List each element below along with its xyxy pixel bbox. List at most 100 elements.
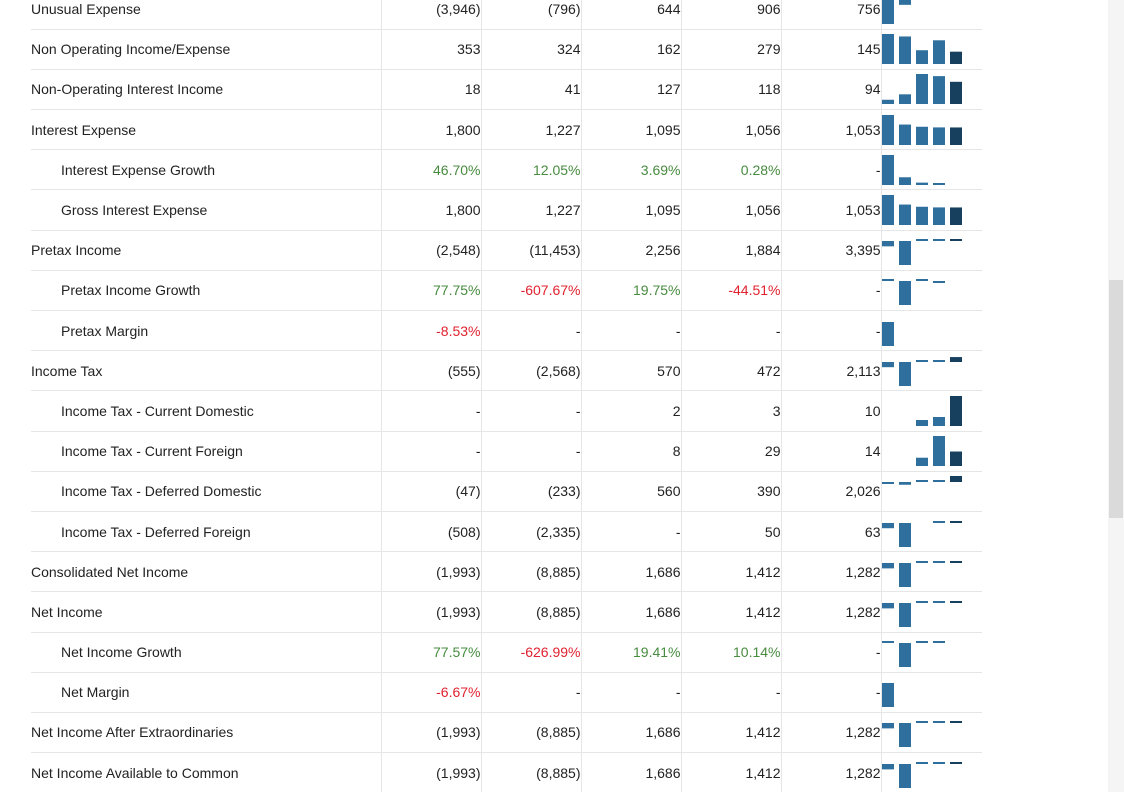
sparkline-bar [882, 602, 894, 609]
sparkline-bar [915, 74, 928, 105]
row-label: Gross Interest Expense [31, 189, 381, 231]
value-cell: (508) [380, 511, 481, 553]
value-cell: 1,053 [780, 109, 881, 151]
sparkline-bar [949, 239, 962, 242]
table-row: Income Tax - Current Domestic - -2 3 10 [31, 390, 982, 432]
sparkline-bar [898, 602, 911, 627]
trend-sparkline-cell [880, 712, 982, 754]
value-cell: 1,056 [680, 109, 781, 151]
vertical-scrollbar[interactable] [1108, 0, 1124, 792]
trend-sparkline-cell [880, 390, 982, 432]
table-row: Net Income After Extraordinaries (1,993)(… [31, 712, 982, 754]
value-cell: -6.67% [380, 672, 481, 713]
sparkline-bar [882, 195, 894, 226]
value-cell: (11,453) [480, 230, 581, 271]
trend-sparkline-cell [880, 69, 982, 111]
value-cell: -8.53% [380, 310, 481, 352]
value-cell: (47) [380, 471, 481, 512]
row-label: Net Income [31, 591, 381, 633]
value-cell: 1,884 [680, 230, 781, 271]
trend-sparkline-cell [880, 551, 982, 593]
sparkline-bar [949, 51, 962, 65]
table-row: Pretax Margin -8.53% - - - - [31, 310, 982, 352]
value-cell: - [380, 431, 481, 472]
table-row: Unusual Expense (3,946) (796) 644 906 756 [31, 0, 982, 30]
scrollbar-thumb[interactable] [1109, 280, 1123, 518]
value-cell: 19.75% [580, 270, 681, 312]
table-row: Consolidated Net Income (1,993) (8,885) 1,6… [31, 551, 982, 593]
value-cell: 644 [580, 0, 681, 30]
sparkline-bar [882, 361, 894, 367]
value-cell: (1,993) [380, 591, 481, 633]
value-cell: 1,095 [580, 189, 681, 231]
table-row: Income Tax - Current Foreign - -8 29 14 [31, 431, 982, 472]
value-cell: 2,113 [780, 350, 881, 392]
sparkline-bar [898, 124, 911, 145]
row-label: Net Income After Extraordinaries [31, 712, 381, 754]
value-cell: - [580, 672, 681, 713]
row-label: Net Income Available to Common [31, 752, 381, 792]
sparkline-bar [898, 522, 911, 547]
sparkline-bar [949, 356, 962, 362]
value-cell: 145 [780, 29, 881, 70]
row-label: Income Tax - Current Foreign [31, 431, 381, 472]
value-cell: 1,056 [680, 189, 781, 231]
trend-sparkline [882, 34, 962, 65]
table-row: Interest Expense Growth 46.70% 12.05% 3.69%… [31, 149, 982, 191]
value-cell: 906 [680, 0, 781, 30]
table-row: Net Income Growth 77.57% -626.99% 19.41% 10.… [31, 632, 982, 673]
sparkline-bar [932, 40, 945, 65]
sparkline-bar [915, 359, 928, 362]
sparkline-bar [932, 416, 945, 426]
row-label: Pretax Income [31, 230, 381, 271]
trend-sparkline [882, 0, 911, 24]
sparkline-bar [949, 82, 962, 105]
trend-sparkline-cell [880, 632, 982, 673]
trend-sparkline [882, 476, 962, 486]
value-cell: (3,946) [380, 0, 481, 30]
sparkline-bar [898, 241, 911, 266]
sparkline-bar [932, 600, 945, 603]
value-cell: 162 [580, 29, 681, 70]
value-cell: 1,686 [580, 752, 681, 792]
value-cell: 1,053 [780, 189, 881, 231]
value-cell: 94 [780, 69, 881, 111]
trend-sparkline-cell [880, 0, 982, 30]
value-cell: - [580, 310, 681, 352]
table-row: Income Tax (555) (2,568) 570 472 2,113 [31, 350, 982, 392]
sparkline-bar [949, 476, 962, 483]
value-cell: 118 [680, 69, 781, 111]
row-label: Net Income Growth [31, 632, 381, 673]
sparkline-bar [932, 520, 945, 523]
value-cell: 1,282 [780, 712, 881, 754]
trend-sparkline-cell [880, 591, 982, 633]
sparkline-bar [949, 451, 962, 467]
sparkline-bar [882, 641, 894, 644]
sparkline-bar [932, 641, 945, 644]
sparkline-bar [882, 34, 894, 65]
sparkline-bar [915, 206, 928, 226]
value-cell: 46.70% [380, 149, 481, 191]
value-cell: - [780, 270, 881, 312]
value-cell: -626.99% [480, 632, 581, 673]
income-statement-table: Unusual Expense (3,946) (796) 644 906 756 Non … [31, 0, 982, 792]
value-cell: (8,885) [480, 752, 581, 792]
row-label: Interest Expense [31, 109, 381, 151]
sparkline-bar [949, 520, 962, 523]
value-cell: 3 [680, 390, 781, 432]
sparkline-bar [915, 239, 928, 242]
value-cell: (8,885) [480, 551, 581, 593]
sparkline-bar [882, 241, 894, 247]
value-cell: 63 [780, 511, 881, 553]
value-cell: 14 [780, 431, 881, 472]
trend-sparkline [882, 641, 945, 668]
sparkline-bar [915, 721, 928, 724]
value-cell: 3.69% [580, 149, 681, 191]
value-cell: 1,282 [780, 591, 881, 633]
trend-sparkline [882, 761, 962, 788]
value-cell: (1,993) [380, 551, 481, 593]
row-label: Pretax Margin [31, 310, 381, 352]
sparkline-bar [898, 177, 911, 185]
value-cell: (8,885) [480, 712, 581, 754]
